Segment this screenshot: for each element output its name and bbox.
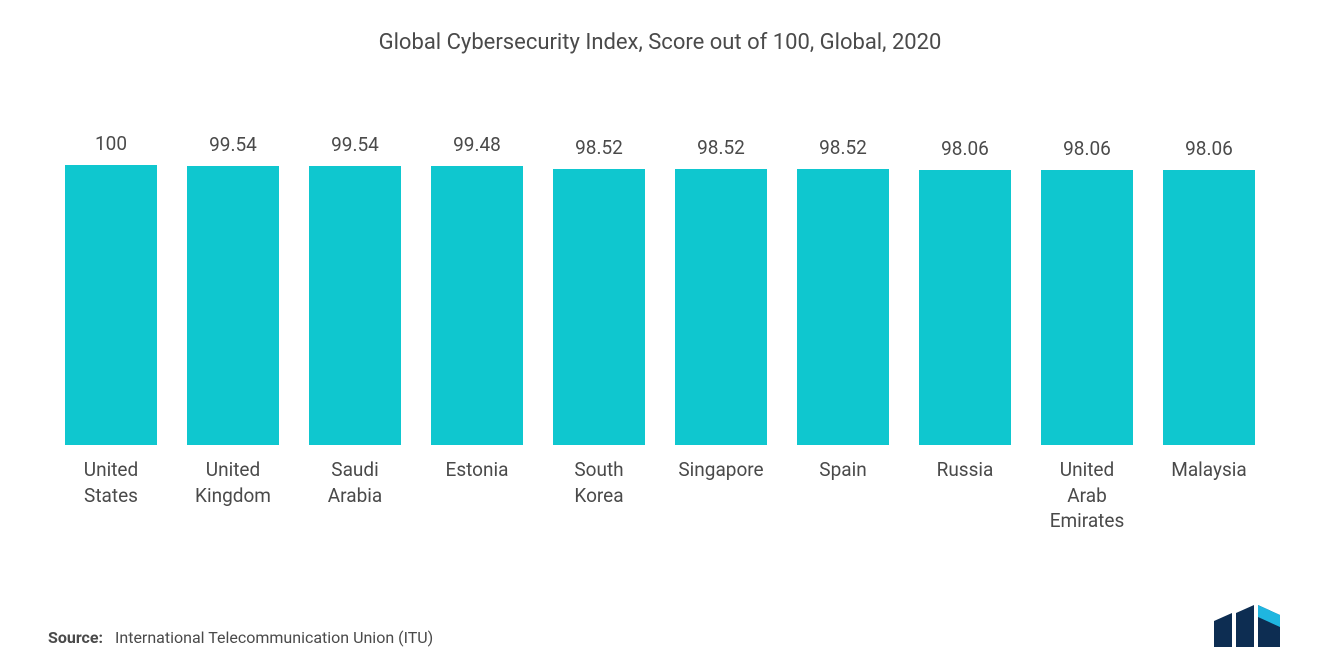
bar [675,169,767,445]
bar-category-label: Russia [919,457,1011,534]
brand-logo [1214,603,1280,647]
bar-value-label: 98.06 [1063,137,1111,160]
bar-category-label: Spain [797,457,889,534]
bars-area: 100 99.54 99.54 99.48 98.52 98.52 98.52 98.06 98… [40,115,1280,445]
bar-group: 98.06 [1162,137,1256,445]
bar-value-label: 100 [95,132,127,155]
bar-value-label: 99.54 [209,133,257,156]
bar [431,166,523,445]
bar-value-label: 98.06 [1185,137,1233,160]
bar-category-label: United States [65,457,157,534]
bar-category-label: United Arab Emirates [1041,457,1133,534]
bar-group: 100 [64,132,158,445]
bar [309,166,401,445]
bar-value-label: 98.52 [575,136,623,159]
bar-group: 99.54 [186,133,280,445]
bar-group: 98.52 [552,136,646,445]
chart-container: Global Cybersecurity Index, Score out of… [0,0,1320,665]
bar-category-label: United Kingdom [187,457,279,534]
bar [919,170,1011,445]
source-label: Source: [48,628,103,647]
bar-group: 98.06 [918,137,1012,445]
bar-group: 99.48 [430,133,524,445]
chart-footer: Source: International Telecommunication … [48,603,1280,647]
bar [65,165,157,445]
bar-group: 99.54 [308,133,402,445]
bar-category-label: Singapore [675,457,767,534]
logo-icon [1214,603,1280,647]
bar [1041,170,1133,445]
bar-group: 98.52 [796,136,890,445]
bar-group: 98.52 [674,136,768,445]
bar-value-label: 98.06 [941,137,989,160]
bar-value-label: 98.52 [697,136,745,159]
bar [187,166,279,445]
bar-value-label: 99.48 [453,133,501,156]
bar [1163,170,1255,445]
chart-title: Global Cybersecurity Index, Score out of… [40,30,1280,55]
bar-category-label: Malaysia [1163,457,1255,534]
bar-group: 98.06 [1040,137,1134,445]
source-text: International Telecommunication Union (I… [115,628,433,647]
bar [797,169,889,445]
source-attribution: Source: International Telecommunication … [48,628,433,647]
bar-category-label: Saudi Arabia [309,457,401,534]
bar-category-label: Estonia [431,457,523,534]
labels-area: United States United Kingdom Saudi Arabia E… [40,445,1280,534]
bar [553,169,645,445]
bar-value-label: 99.54 [331,133,379,156]
bar-category-label: South Korea [553,457,645,534]
bar-value-label: 98.52 [819,136,867,159]
